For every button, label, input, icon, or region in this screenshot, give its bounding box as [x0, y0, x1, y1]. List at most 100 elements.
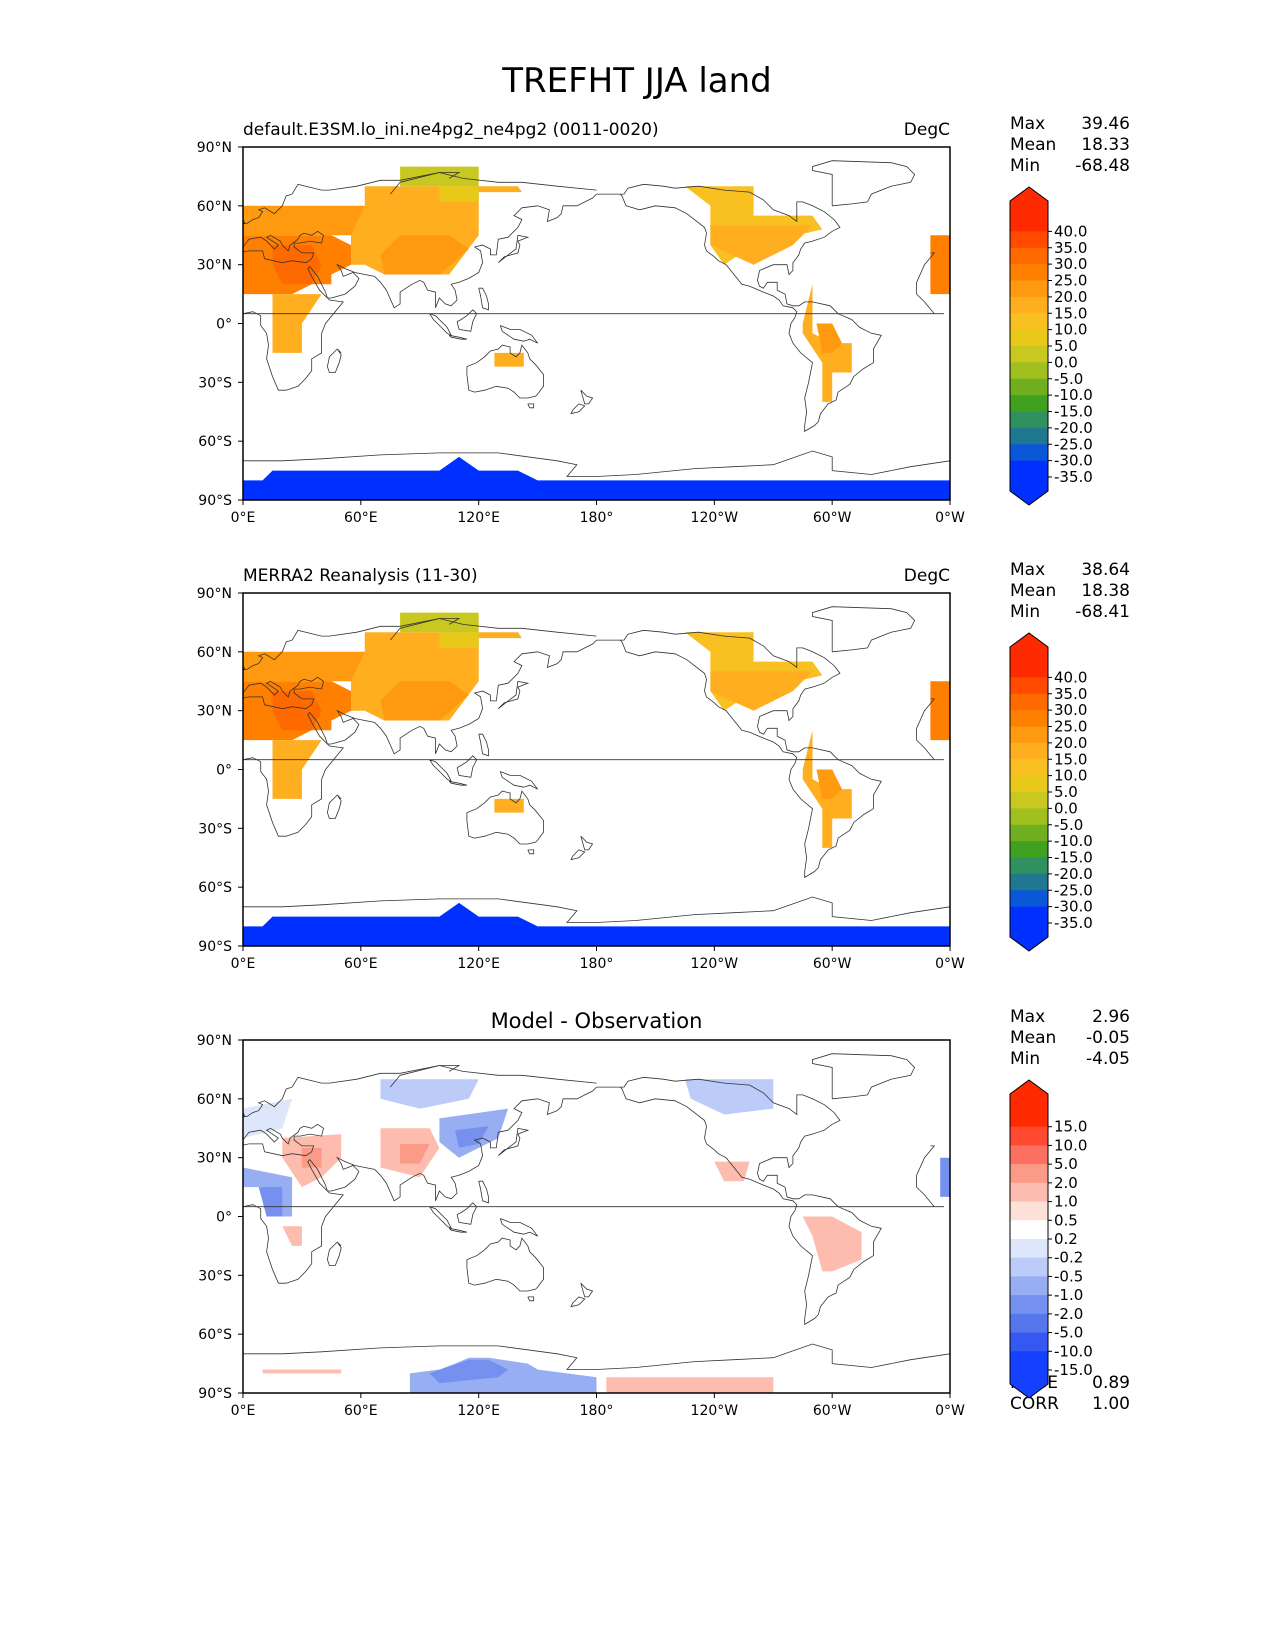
data-region [282, 1226, 302, 1246]
stat-label: Max [1010, 1007, 1045, 1027]
coastline [570, 849, 586, 861]
coastline [243, 1112, 246, 1118]
coastline [243, 1086, 597, 1284]
colorbar-label: 15.0 [1054, 750, 1087, 768]
coastline [243, 639, 597, 837]
colorbar-label: -2.0 [1054, 1305, 1083, 1323]
data-region [439, 186, 479, 202]
data-region [243, 456, 950, 500]
stat-value: 1.00 [1092, 1394, 1130, 1414]
colorbar-label: -5.0 [1054, 370, 1083, 388]
data-region [940, 1157, 950, 1197]
stat-label: Min [1010, 602, 1040, 622]
colorbar-extend-min [1010, 477, 1048, 505]
colorbar-segment [1010, 857, 1048, 875]
stat-label: Max [1010, 114, 1045, 134]
y-tick-label: 30°S [198, 821, 232, 837]
coastline [466, 1237, 544, 1292]
data-region [494, 798, 524, 813]
stat-value: 39.46 [1081, 114, 1130, 134]
coastline [400, 1065, 461, 1076]
data-region [710, 671, 813, 711]
stat-value: 38.64 [1081, 560, 1130, 580]
stat-label: Mean [1010, 135, 1056, 155]
colorbar-segment [1010, 775, 1048, 793]
colorbar-label: 10.0 [1054, 1136, 1087, 1154]
coastline [596, 629, 882, 879]
coastline [400, 618, 461, 629]
colorbar-segment [1010, 1108, 1048, 1128]
x-tick-label: 0°W [935, 956, 965, 972]
panel-left-title: MERRA2 Reanalysis (11-30) [243, 566, 478, 586]
y-tick-label: 30°N [197, 258, 232, 274]
colorbar-segment [1010, 427, 1048, 445]
colorbar-label: 1.0 [1054, 1193, 1078, 1211]
coastline [498, 680, 530, 710]
coastline [527, 1296, 535, 1302]
stat-value: 18.33 [1081, 135, 1130, 155]
colorbar-segment [1010, 411, 1048, 429]
y-tick-label: 90°S [198, 493, 232, 509]
y-tick-label: 60°S [198, 880, 232, 896]
x-tick-label: 120°E [457, 510, 500, 526]
coastline [456, 755, 478, 778]
colorbar-segment [1010, 1351, 1048, 1371]
coastline [243, 1065, 597, 1117]
colorbar-extend-min [1010, 923, 1048, 951]
coastline [243, 698, 945, 761]
map-frame [242, 146, 951, 501]
data-region [816, 323, 842, 353]
coastline [429, 313, 453, 337]
x-tick-label: 60°E [344, 956, 378, 972]
colorbar-segment [1010, 378, 1048, 396]
colorbar-label: -5.0 [1054, 816, 1083, 834]
colorbar-segment [1010, 841, 1048, 858]
colorbar-segment [1010, 1220, 1048, 1240]
colorbar-segment [1010, 1126, 1048, 1146]
x-tick-label: 60°E [344, 1403, 378, 1419]
colorbar-segment [1010, 231, 1048, 249]
coastline [812, 606, 916, 653]
data-region [380, 681, 469, 721]
coastline [570, 1296, 586, 1308]
coastline [243, 1343, 950, 1370]
colorbar-segment [1010, 1182, 1048, 1203]
colorbar-extend-max [1010, 1080, 1048, 1108]
data-region [321, 681, 351, 721]
data-region [301, 1147, 322, 1168]
x-tick-label: 60°W [813, 1403, 852, 1419]
coastline [499, 1218, 538, 1237]
colorbar-label: -25.0 [1054, 435, 1093, 453]
map-area [243, 160, 950, 500]
colorbar-segment [1010, 792, 1048, 809]
colorbar-label: -15.0 [1054, 849, 1093, 867]
x-tick-label: 180° [580, 510, 614, 526]
coastline [498, 234, 530, 264]
map-panel-1: 0°E 60°E 120°E 180° 120°W 60°W 0°W 90°N 60°N 30°N… [197, 120, 965, 526]
colorbar: 40.035.030.025.020.015.010.05.00.0-5.0-1… [1009, 186, 1093, 506]
stat-value: 18.38 [1081, 581, 1130, 601]
data-region [380, 1079, 479, 1109]
coastline [448, 1227, 467, 1233]
data-region [272, 294, 322, 353]
data-region [684, 1079, 774, 1115]
colorbar-label: 2.0 [1054, 1174, 1078, 1192]
data-region [439, 632, 479, 648]
stat-label: Max [1010, 560, 1045, 580]
y-tick-label: 30°N [197, 1151, 232, 1167]
coastline [466, 790, 544, 845]
colorbar-label: 20.0 [1054, 288, 1087, 306]
data-region [243, 1098, 293, 1139]
coastline [326, 348, 342, 373]
colorbar-segment [1010, 1145, 1048, 1165]
colorbar-label: -15.0 [1054, 1361, 1093, 1379]
colorbar-label: -0.2 [1054, 1249, 1083, 1267]
colorbar-label: 10.0 [1054, 767, 1087, 785]
coastline [429, 759, 453, 783]
data-region [321, 235, 351, 275]
data-region [243, 205, 365, 236]
coastline [389, 1075, 401, 1088]
coastline [527, 849, 535, 855]
colorbar-segment [1010, 329, 1048, 347]
colorbar-label: -0.5 [1054, 1267, 1083, 1285]
